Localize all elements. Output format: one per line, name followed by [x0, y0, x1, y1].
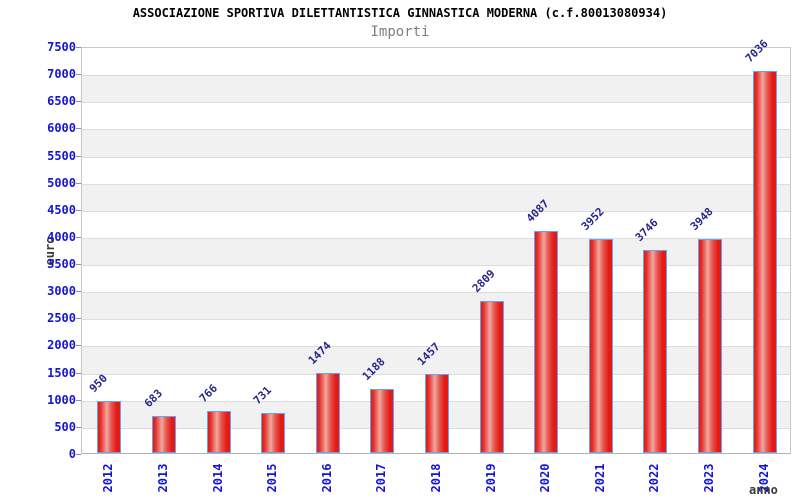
y-axis-tick-mark: [76, 264, 81, 266]
x-axis-tick-label: 2018: [429, 463, 443, 493]
y-axis-tick-label: 2000: [47, 338, 76, 353]
grid-band: [82, 75, 790, 103]
x-axis-tick-label: 2019: [483, 463, 498, 493]
y-axis-tick-mark: [76, 182, 81, 184]
bar: [151, 415, 176, 453]
x-axis-tick-label: 2023: [702, 463, 717, 493]
x-axis-tick-label: 2012: [101, 463, 116, 493]
grid-band: [82, 102, 790, 129]
bar: [643, 249, 668, 453]
x-axis-tick-label: 2017: [374, 463, 389, 493]
y-axis-tick-label: 7000: [47, 67, 76, 82]
gridline: [82, 346, 790, 348]
gridline: [82, 210, 790, 212]
bar: [370, 388, 395, 453]
bar: [97, 401, 122, 453]
y-axis-tick-mark: [76, 155, 81, 157]
gridline: [82, 237, 790, 239]
y-axis-tick-label: 1000: [47, 392, 76, 407]
y-axis-tick-label: 4000: [47, 229, 76, 244]
gridline: [82, 75, 790, 77]
bar: [261, 413, 286, 453]
chart-subtitle: Importi: [370, 24, 430, 40]
y-axis-tick-mark: [76, 454, 81, 455]
y-axis-tick-label: 4500: [47, 202, 76, 217]
y-axis-tick-mark: [76, 372, 81, 374]
y-axis-tick-label: 0: [68, 447, 76, 461]
y-axis-tick-mark: [76, 128, 81, 130]
chart-title: ASSOCIAZIONE SPORTIVA DILETTANTISTICA GI…: [132, 6, 668, 20]
grid-band: [82, 157, 790, 184]
x-axis-tick-label: 2021: [592, 463, 607, 493]
x-axis-tick-label: 2014: [210, 463, 225, 493]
gridline: [82, 129, 790, 131]
bar: [588, 238, 613, 453]
y-axis-tick-label: 1500: [47, 365, 76, 380]
y-axis-tick-label: 6500: [47, 94, 76, 109]
x-axis-tick-label: 2022: [647, 463, 662, 493]
y-axis-tick-label: 3000: [47, 284, 76, 299]
x-axis-tick-label: 2015: [265, 463, 280, 493]
plot-area: 950 683 766 731 1474 1188 1457 2809 4087 3952 3746…: [81, 37, 791, 454]
bar: [315, 373, 340, 453]
y-axis-tick-mark: [76, 399, 81, 401]
y-axis-tick-mark: [76, 47, 81, 48]
bar: [425, 373, 449, 453]
grid-band: [82, 48, 790, 75]
grid-band: [82, 237, 790, 266]
gridline: [82, 183, 790, 185]
x-axis-tick-label: 2013: [155, 463, 170, 493]
grid-band: [82, 346, 790, 374]
grid-band: [82, 265, 790, 292]
gridline: [82, 265, 790, 267]
gridline: [82, 102, 790, 104]
y-axis-tick-mark: [76, 345, 81, 347]
y-axis-tick-label: 7500: [47, 40, 76, 54]
y-axis-tick-mark: [76, 74, 81, 76]
bar: [752, 71, 777, 453]
y-axis-tick-label: 3500: [47, 257, 76, 272]
grid-band: [82, 129, 790, 157]
x-axis-tick-label: 2020: [538, 463, 553, 493]
grid-band: [82, 292, 790, 320]
bar: [698, 238, 723, 453]
x-axis-title: anno: [749, 483, 778, 497]
y-axis-tick-label: 500: [54, 419, 76, 434]
grid-band: [82, 183, 790, 211]
x-axis-tick-label: 2016: [319, 463, 334, 493]
bar: [206, 411, 231, 453]
grid-band: [82, 211, 790, 238]
y-axis-tick-mark: [76, 101, 81, 103]
bar: [534, 231, 559, 453]
gridline: [82, 156, 790, 158]
bar: [479, 300, 504, 453]
gridline: [82, 319, 790, 321]
y-axis-tick-mark: [76, 318, 81, 320]
y-axis-tick-mark: [76, 426, 81, 428]
y-axis-tick-label: 6000: [47, 121, 76, 136]
y-axis-tick-label: 5000: [47, 175, 76, 190]
y-axis-tick-label: 5500: [47, 148, 76, 163]
y-axis-tick-label: 2500: [47, 311, 76, 326]
y-axis-tick-mark: [76, 291, 81, 293]
gridline: [82, 292, 790, 294]
y-axis-tick-mark: [76, 236, 81, 238]
y-axis-tick-mark: [76, 209, 81, 211]
